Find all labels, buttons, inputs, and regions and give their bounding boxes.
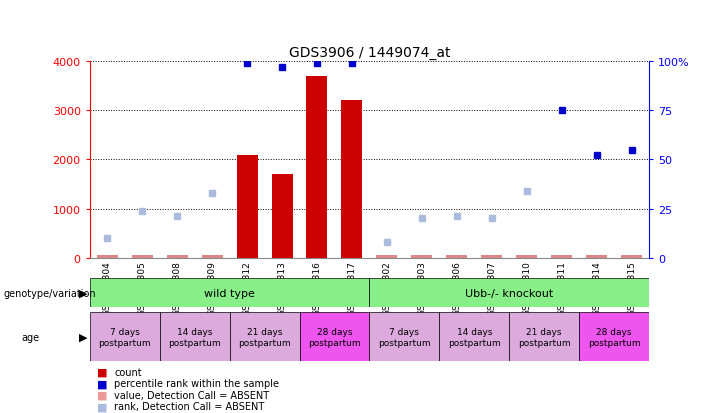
Text: Ubb-/- knockout: Ubb-/- knockout — [465, 288, 553, 298]
Text: percentile rank within the sample: percentile rank within the sample — [114, 378, 279, 388]
Bar — [516, 256, 537, 258]
Bar — [482, 256, 503, 258]
Bar — [586, 256, 607, 258]
Bar — [341, 101, 362, 258]
Bar — [167, 256, 188, 258]
Bar — [551, 256, 572, 258]
Bar — [369, 279, 649, 308]
Bar — [236, 155, 257, 258]
Bar — [509, 313, 579, 361]
Text: genotype/variation: genotype/variation — [4, 288, 96, 298]
Bar — [411, 256, 433, 258]
Text: ■: ■ — [97, 390, 107, 400]
Bar — [160, 313, 230, 361]
Bar — [440, 313, 509, 361]
Bar — [90, 313, 160, 361]
Text: ▶: ▶ — [79, 332, 87, 342]
Text: ■: ■ — [97, 378, 107, 388]
Title: GDS3906 / 1449074_at: GDS3906 / 1449074_at — [289, 45, 450, 59]
Bar — [132, 256, 153, 258]
Text: 7 days
postpartum: 7 days postpartum — [378, 328, 430, 347]
Text: value, Detection Call = ABSENT: value, Detection Call = ABSENT — [114, 390, 269, 400]
Bar — [299, 313, 369, 361]
Text: 21 days
postpartum: 21 days postpartum — [238, 328, 291, 347]
Text: 28 days
postpartum: 28 days postpartum — [588, 328, 641, 347]
Text: 28 days
postpartum: 28 days postpartum — [308, 328, 361, 347]
Bar — [447, 256, 468, 258]
Text: wild type: wild type — [204, 288, 255, 298]
Bar — [369, 313, 440, 361]
Text: ▶: ▶ — [79, 288, 87, 298]
Bar — [202, 256, 223, 258]
Text: ■: ■ — [97, 367, 107, 377]
Text: 7 days
postpartum: 7 days postpartum — [98, 328, 151, 347]
Bar — [230, 313, 299, 361]
Bar — [97, 256, 118, 258]
Bar — [376, 256, 397, 258]
Bar — [90, 279, 369, 308]
Text: rank, Detection Call = ABSENT: rank, Detection Call = ABSENT — [114, 401, 264, 411]
Text: 14 days
postpartum: 14 days postpartum — [168, 328, 221, 347]
Bar — [621, 256, 642, 258]
Text: 14 days
postpartum: 14 days postpartum — [448, 328, 501, 347]
Bar — [306, 77, 327, 258]
Bar — [271, 175, 292, 258]
Text: ■: ■ — [97, 401, 107, 411]
Bar — [579, 313, 649, 361]
Text: age: age — [21, 332, 39, 342]
Text: 21 days
postpartum: 21 days postpartum — [518, 328, 571, 347]
Text: count: count — [114, 367, 142, 377]
